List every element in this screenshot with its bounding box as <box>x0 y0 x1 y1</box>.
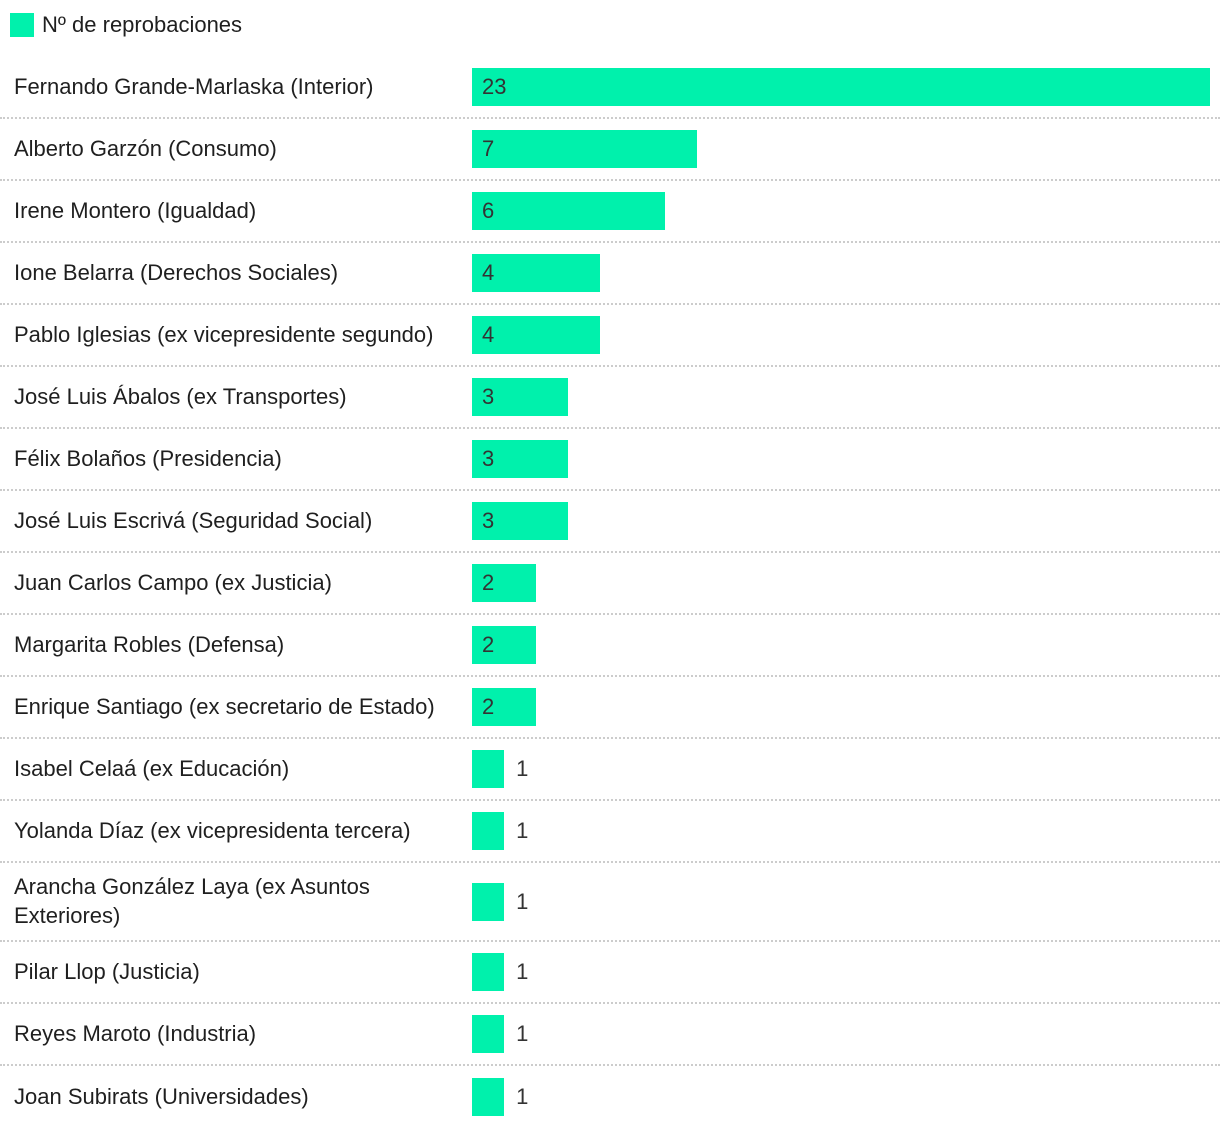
row-label: Joan Subirats (Universidades) <box>14 1083 309 1109</box>
value-label: 23 <box>482 74 507 99</box>
bar-area: 4 <box>472 254 1210 292</box>
bar: 2 <box>472 564 537 602</box>
bar-area: 1 <box>472 1078 1210 1117</box>
bar-area: 2 <box>472 564 1210 602</box>
chart-row: Félix Bolaños (Presidencia) 3 <box>0 429 1220 491</box>
value-label: 7 <box>482 136 495 161</box>
chart-row: Fernando Grande-Marlaska (Interior) 23 <box>0 57 1220 119</box>
bar-area: 1 <box>472 1015 1210 1054</box>
chart-row: Margarita Robles (Defensa) 2 <box>0 615 1220 677</box>
bar: 6 <box>472 192 665 230</box>
row-label: Arancha González Laya (ex Asuntos Exteri… <box>14 874 370 928</box>
value-label: 3 <box>482 384 495 409</box>
row-label: Fernando Grande-Marlaska (Interior) <box>14 73 374 99</box>
bar <box>472 1078 505 1117</box>
chart-row: Yolanda Díaz (ex vicepresidenta tercera)… <box>0 801 1220 863</box>
chart-row: Arancha González Laya (ex Asuntos Exteri… <box>0 863 1220 943</box>
row-label: Ione Belarra (Derechos Sociales) <box>14 259 339 285</box>
row-label: Isabel Celaá (ex Educación) <box>14 755 290 781</box>
row-label: Félix Bolaños (Presidencia) <box>14 445 282 471</box>
bar-area: 23 <box>472 68 1210 106</box>
value-label: 1 <box>516 888 529 914</box>
row-label: Irene Montero (Igualdad) <box>14 197 257 223</box>
bar: 23 <box>472 68 1210 106</box>
value-label: 3 <box>482 446 495 471</box>
bar: 3 <box>472 378 569 416</box>
chart-row: Reyes Maroto (Industria) 1 <box>0 1004 1220 1067</box>
value-label: 1 <box>516 818 529 843</box>
value-label: 1 <box>516 959 529 985</box>
chart-row: José Luis Escrivá (Seguridad Social) 3 <box>0 491 1220 553</box>
row-label: Yolanda Díaz (ex vicepresidenta tercera) <box>14 817 411 843</box>
chart-row: Juan Carlos Campo (ex Justicia) 2 <box>0 553 1220 615</box>
bar <box>472 953 505 992</box>
bar-area: 6 <box>472 192 1210 230</box>
chart-row: Joan Subirats (Universidades) 1 <box>0 1066 1220 1128</box>
row-label: Pablo Iglesias (ex vicepresidente segund… <box>14 321 434 347</box>
row-label: Reyes Maroto (Industria) <box>14 1020 257 1046</box>
row-label: José Luis Ábalos (ex Transportes) <box>14 383 347 409</box>
bar: 4 <box>472 316 601 354</box>
value-label: 2 <box>482 570 495 595</box>
value-label: 4 <box>482 260 495 285</box>
bar-area: 2 <box>472 626 1210 664</box>
bar: 2 <box>472 688 537 726</box>
value-label: 4 <box>482 322 495 347</box>
row-label: Alberto Garzón (Consumo) <box>14 135 277 161</box>
bar-area: 1 <box>472 953 1210 992</box>
bar: 2 <box>472 626 537 664</box>
bar-area: 7 <box>472 130 1210 168</box>
value-label: 2 <box>482 632 495 657</box>
bar-area: 1 <box>472 882 1210 921</box>
row-label: José Luis Escrivá (Seguridad Social) <box>14 507 373 533</box>
chart-row: Ione Belarra (Derechos Sociales) 4 <box>0 243 1220 305</box>
chart-row: José Luis Ábalos (ex Transportes) 3 <box>0 367 1220 429</box>
bar-area: 3 <box>472 440 1210 478</box>
legend-swatch-icon <box>10 12 34 37</box>
bar: 7 <box>472 130 697 168</box>
value-label: 1 <box>516 756 529 781</box>
bar-area: 1 <box>472 812 1210 850</box>
chart-row: Alberto Garzón (Consumo) 7 <box>0 119 1220 181</box>
bar: 3 <box>472 502 569 540</box>
chart-legend: Nº de reprobaciones <box>0 0 1220 57</box>
bar <box>472 1015 505 1054</box>
bar <box>472 750 505 788</box>
bar <box>472 812 505 850</box>
value-label: 3 <box>482 508 495 533</box>
bar: 4 <box>472 254 601 292</box>
bar-area: 3 <box>472 378 1210 416</box>
chart-row: Pablo Iglesias (ex vicepresidente segund… <box>0 305 1220 367</box>
value-label: 2 <box>482 694 495 719</box>
row-label: Juan Carlos Campo (ex Justicia) <box>14 569 332 595</box>
bar <box>472 882 505 921</box>
bar: 3 <box>472 440 569 478</box>
row-label: Margarita Robles (Defensa) <box>14 631 285 657</box>
chart-row: Enrique Santiago (ex secretario de Estad… <box>0 677 1220 739</box>
bar-area: 1 <box>472 750 1210 788</box>
chart-row: Isabel Celaá (ex Educación) 1 <box>0 739 1220 801</box>
bar-area: 3 <box>472 502 1210 540</box>
bar-area: 2 <box>472 688 1210 726</box>
bar-area: 4 <box>472 316 1210 354</box>
value-label: 1 <box>516 1084 529 1110</box>
row-label: Enrique Santiago (ex secretario de Estad… <box>14 693 435 719</box>
value-label: 6 <box>482 198 495 223</box>
chart-row: Irene Montero (Igualdad) 6 <box>0 181 1220 243</box>
row-label: Pilar Llop (Justicia) <box>14 958 200 984</box>
value-label: 1 <box>516 1021 529 1047</box>
chart-row: Pilar Llop (Justicia) 1 <box>0 942 1220 1005</box>
legend-label: Nº de reprobaciones <box>42 11 243 37</box>
chart-rows: Fernando Grande-Marlaska (Interior) 23 A… <box>0 57 1220 1128</box>
